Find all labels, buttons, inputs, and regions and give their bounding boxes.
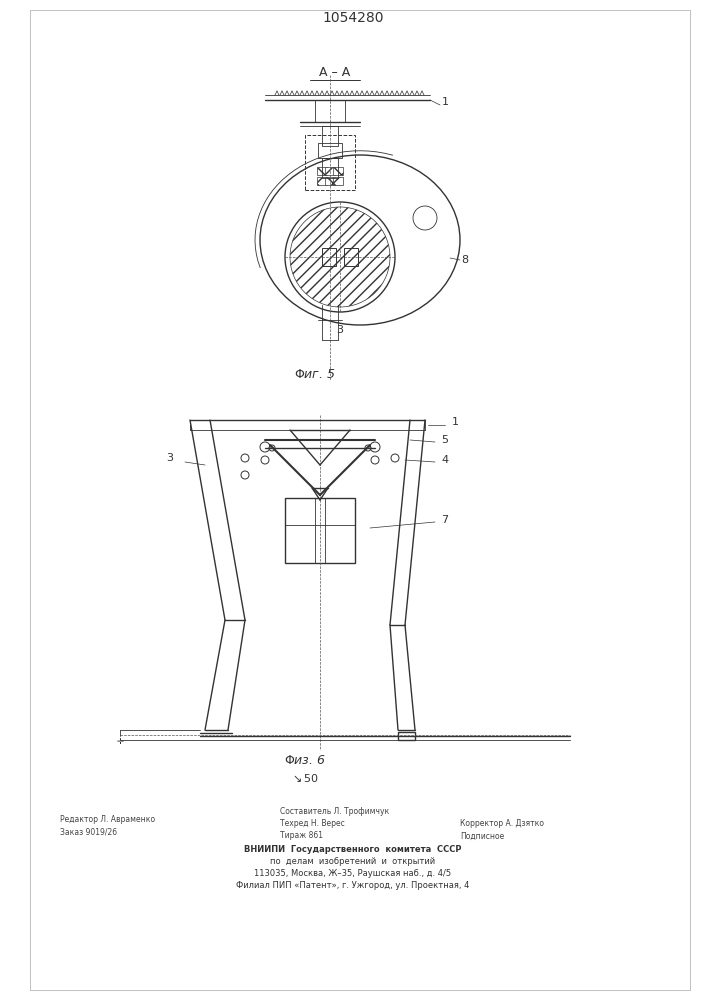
Bar (318, 143, 342, 158)
Text: Составитель Л. Трофимчук: Составитель Л. Трофимчук (280, 808, 390, 816)
Bar (322, 248, 336, 266)
Text: 113035, Москва, Ж–35, Раушская наб., д. 4/5: 113035, Москва, Ж–35, Раушская наб., д. … (255, 869, 452, 879)
Text: 3: 3 (337, 325, 344, 335)
Text: 3: 3 (167, 453, 173, 463)
Bar (333, 167, 343, 175)
Text: 8: 8 (462, 255, 469, 265)
Text: 4: 4 (441, 455, 448, 465)
Text: Тираж 861: Тираж 861 (280, 832, 323, 840)
Text: Подписное: Подписное (460, 832, 504, 840)
Text: 1054280: 1054280 (322, 11, 384, 25)
Bar (322, 126, 338, 146)
Circle shape (290, 207, 390, 307)
Text: Техред Н. Верес: Техред Н. Верес (280, 820, 345, 828)
Text: 1: 1 (441, 97, 448, 107)
Text: $\Phi$из. 6: $\Phi$из. 6 (284, 754, 326, 766)
Bar (325, 167, 335, 175)
Text: Филиал ПИП «Патент», г. Ужгород, ул. Проектная, 4: Филиал ПИП «Патент», г. Ужгород, ул. Про… (236, 882, 469, 890)
Bar (325, 177, 335, 185)
Bar (398, 732, 415, 740)
Text: по  делам  изобретений  и  открытий: по делам изобретений и открытий (271, 857, 436, 866)
Text: ✛: ✛ (117, 738, 124, 746)
Bar (305, 135, 355, 190)
Text: А – А: А – А (320, 66, 351, 79)
Bar (333, 177, 343, 185)
Bar (344, 248, 358, 266)
Text: Заказ 9019/26: Заказ 9019/26 (60, 828, 117, 836)
Text: 7: 7 (441, 515, 448, 525)
Ellipse shape (260, 155, 460, 325)
Text: Редактор Л. Авраменко: Редактор Л. Авраменко (60, 816, 155, 824)
Text: ВНИИПИ  Государственного  комитета  СССР: ВНИИПИ Государственного комитета СССР (244, 846, 462, 854)
Bar (317, 177, 327, 185)
Bar (322, 158, 338, 178)
Bar (317, 167, 327, 175)
Text: 1: 1 (452, 417, 459, 427)
Text: $\Phi$иг. 5: $\Phi$иг. 5 (294, 368, 336, 381)
Text: 5: 5 (441, 435, 448, 445)
Text: $\searrow$50: $\searrow$50 (291, 772, 320, 784)
Bar (285, 498, 355, 563)
Text: Корректор А. Дзятко: Корректор А. Дзятко (460, 820, 544, 828)
